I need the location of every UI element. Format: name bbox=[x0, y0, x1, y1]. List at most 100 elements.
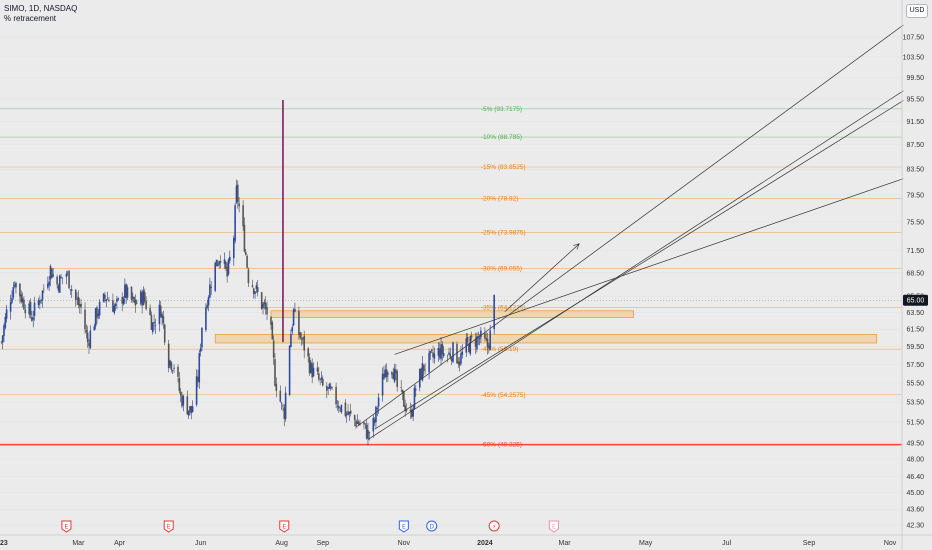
candle-body bbox=[421, 363, 424, 381]
candle-body bbox=[12, 287, 15, 298]
candle-body bbox=[260, 292, 263, 309]
fib-level-label: -20% (78.92) bbox=[481, 196, 519, 203]
candle-body bbox=[271, 322, 274, 340]
event-earnings-icon[interactable]: E bbox=[548, 520, 559, 533]
candle-body bbox=[322, 378, 324, 386]
price-tick-label: 87.50 bbox=[906, 142, 924, 149]
price-tick-label: 99.50 bbox=[906, 75, 924, 82]
candle-body bbox=[233, 237, 235, 259]
candle-body bbox=[263, 301, 266, 305]
candle-body bbox=[247, 269, 250, 284]
candle-body bbox=[181, 395, 183, 407]
candle-body bbox=[77, 296, 80, 306]
event-earnings-icon[interactable]: E bbox=[61, 520, 72, 533]
price-tick-label: 75.50 bbox=[906, 219, 924, 226]
candle-body bbox=[349, 410, 352, 414]
time-tick-label: Sep bbox=[803, 540, 816, 547]
event-badge bbox=[163, 520, 174, 533]
candle-body bbox=[430, 349, 433, 352]
time-tick-label: 2024 bbox=[477, 540, 493, 547]
candle-body bbox=[299, 332, 302, 338]
time-tick-label: Apr bbox=[114, 540, 126, 547]
candle-body bbox=[96, 307, 98, 319]
price-tick-label: 61.50 bbox=[906, 327, 924, 334]
event-markers[interactable]: E E E E D ⚡ E bbox=[61, 520, 559, 533]
candle-body bbox=[307, 348, 309, 357]
candle-body bbox=[442, 353, 445, 357]
candle-body bbox=[372, 417, 375, 432]
event-earnings-icon[interactable]: E bbox=[398, 520, 409, 533]
trendline[interactable] bbox=[355, 24, 904, 428]
candle-body bbox=[167, 343, 170, 369]
candle-body bbox=[274, 359, 276, 386]
price-tick-label: 107.50 bbox=[903, 35, 925, 42]
price-tick-label: 63.50 bbox=[906, 310, 924, 317]
candle-body bbox=[39, 300, 41, 304]
candle-body bbox=[283, 407, 286, 419]
candle-body bbox=[1, 335, 4, 343]
candle-body bbox=[60, 277, 62, 278]
candle-body bbox=[9, 302, 12, 312]
candle-body bbox=[461, 351, 464, 355]
candle-body bbox=[76, 299, 78, 300]
fib-level-label: -40% (59.19) bbox=[481, 346, 519, 353]
support-zone[interactable] bbox=[270, 310, 635, 318]
candle-body bbox=[140, 291, 142, 304]
price-axis[interactable]: 107.50 103.50 99.50 95.50 91.50 87.50 83.50 79.… bbox=[903, 35, 925, 530]
candle-body bbox=[47, 283, 49, 288]
candle-body bbox=[94, 308, 97, 327]
event-split-icon[interactable]: ⚡ bbox=[488, 520, 500, 532]
candle-body bbox=[97, 313, 100, 317]
price-tick-label: 42.30 bbox=[906, 523, 924, 530]
time-axis[interactable]: 2023 Mar Apr Jun Aug Sep Nov 2024 Mar May Jul Sep No… bbox=[0, 540, 897, 547]
event-earnings-icon[interactable]: E bbox=[163, 520, 174, 533]
candle-body bbox=[331, 387, 333, 388]
candle-body bbox=[58, 275, 61, 293]
candle-body bbox=[226, 266, 228, 277]
candle-body bbox=[290, 333, 292, 348]
event-earnings-icon[interactable]: E bbox=[279, 520, 290, 533]
candle-body bbox=[145, 300, 147, 310]
candle-body bbox=[31, 316, 33, 321]
candle-body bbox=[294, 309, 296, 312]
candle-body bbox=[33, 302, 36, 316]
candle-body bbox=[452, 342, 454, 363]
candle-body bbox=[124, 284, 126, 299]
event-letter: E bbox=[402, 524, 406, 531]
candle-body bbox=[112, 300, 114, 312]
fib-retracement[interactable]: -5% (93.7175) -10% (88.785) -15% (83.8525)… bbox=[0, 106, 902, 449]
candle-body bbox=[159, 305, 162, 318]
candle-body bbox=[201, 327, 203, 348]
trendline[interactable] bbox=[374, 100, 904, 430]
candle-body bbox=[244, 251, 247, 255]
candle-body bbox=[171, 370, 174, 371]
candle-body bbox=[198, 353, 201, 383]
trendline[interactable] bbox=[367, 90, 904, 440]
trendlines[interactable] bbox=[355, 24, 904, 440]
price-tick-label: 55.50 bbox=[906, 380, 924, 387]
support-zone[interactable] bbox=[214, 333, 878, 344]
candle-body bbox=[325, 385, 328, 391]
candle-body bbox=[413, 387, 416, 409]
candle-body bbox=[432, 352, 434, 358]
support-zones[interactable] bbox=[214, 310, 878, 344]
event-letter: ⚡ bbox=[492, 524, 496, 531]
projection-arrow[interactable] bbox=[504, 243, 580, 312]
symbol-info[interactable]: SIMO, 1D, NASDAQ bbox=[4, 4, 78, 13]
event-badge bbox=[61, 520, 72, 533]
currency-button[interactable]: USD bbox=[906, 4, 928, 18]
price-tick-label: 46.40 bbox=[906, 474, 924, 481]
candle-body bbox=[356, 421, 359, 424]
candle-body bbox=[108, 300, 110, 302]
candle-body bbox=[178, 378, 181, 392]
candle-body bbox=[225, 261, 227, 269]
time-tick-label: Nov bbox=[398, 540, 411, 547]
candle-body bbox=[74, 289, 77, 300]
trendline[interactable] bbox=[394, 178, 904, 355]
event-dividend-icon[interactable]: D bbox=[426, 520, 438, 532]
candle-body bbox=[327, 387, 329, 389]
indicator-title[interactable]: % retracement bbox=[4, 14, 57, 23]
candle-body bbox=[43, 288, 45, 290]
candle-body bbox=[311, 363, 313, 378]
